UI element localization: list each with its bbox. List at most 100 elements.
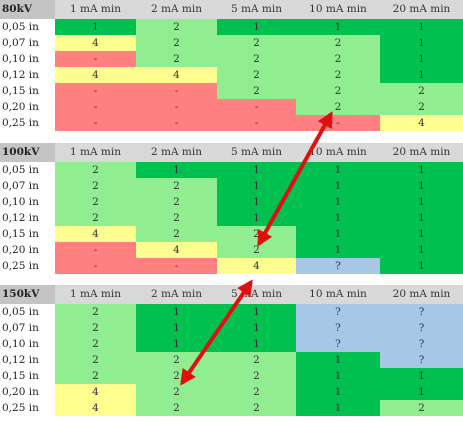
table-cell: 4 — [136, 242, 217, 258]
table-cell: 2 — [217, 242, 296, 258]
table-cell: - — [296, 115, 380, 131]
column-header: 5 mA min — [231, 288, 282, 300]
row-label: 0,05 in — [0, 19, 55, 35]
table-cell: ? — [380, 320, 463, 336]
table-cell: 2 — [380, 83, 463, 99]
table-cell: 2 — [136, 178, 217, 194]
table-cell: 1 — [217, 19, 296, 35]
table-cell: 2 — [217, 35, 296, 51]
table-cell: 1 — [136, 320, 217, 336]
row-label: 0,20 in — [0, 384, 55, 400]
table-cell: 4 — [55, 384, 136, 400]
table-cell: 1 — [380, 258, 463, 274]
column-header: 10 mA min — [309, 288, 367, 300]
table-cell: 4 — [55, 226, 136, 242]
column-header: 20 mA min — [392, 3, 451, 15]
voltage-label: 80kV — [0, 0, 55, 19]
table-cell: - — [55, 99, 136, 115]
table-cell: - — [217, 99, 296, 115]
row-label: 0,25 in — [0, 258, 55, 274]
table-cell: 2 — [136, 226, 217, 242]
voltage-label: 100kV — [0, 143, 55, 162]
table-cell: 1 — [136, 304, 217, 320]
column-header: 1 mA min — [70, 3, 121, 15]
column-header: 1 mA min — [70, 146, 121, 158]
table-cell: 2 — [217, 384, 296, 400]
table-cell: 1 — [380, 19, 463, 35]
table-cell: 1 — [380, 226, 463, 242]
table-cell: 2 — [136, 210, 217, 226]
table-cell: 1 — [380, 384, 463, 400]
column-header: 10 mA min — [309, 146, 367, 158]
table-cell: 4 — [217, 258, 296, 274]
row-label: 0,07 in — [0, 178, 55, 194]
table-row: 0,25 in 4 2 2 1 2 — [0, 400, 463, 416]
row-label: 0,07 in — [0, 35, 55, 51]
row-label: 0,10 in — [0, 336, 55, 352]
row-label: 0,15 in — [0, 83, 55, 99]
table-cell: 4 — [55, 400, 136, 416]
row-label: 0,12 in — [0, 210, 55, 226]
table-cell: 2 — [55, 368, 136, 384]
table-cell: - — [136, 83, 217, 99]
column-header: 1 mA min — [70, 288, 121, 300]
table-150kv: 150kV 1 mA min 2 mA min 5 mA min 10 mA min 20… — [0, 285, 463, 416]
table-row: 0,10 in 2 1 1?? — [0, 336, 463, 352]
table-row: 0,20 in 4 2 2 1 1 — [0, 384, 463, 400]
table-cell: 1 — [380, 178, 463, 194]
table-row: 0,07 in 4 2 2 2 1 — [0, 35, 463, 51]
table-cell: 2 — [296, 51, 380, 67]
table-header: 150kV 1 mA min 2 mA min 5 mA min 10 mA min 20… — [0, 285, 463, 304]
table-cell: - — [55, 115, 136, 131]
table-cell: 2 — [55, 210, 136, 226]
row-label: 0,15 in — [0, 368, 55, 384]
table-cell: 1 — [296, 210, 380, 226]
table-cell: 2 — [136, 352, 217, 368]
table-cell: 2 — [380, 400, 463, 416]
table-cell: ? — [296, 320, 380, 336]
row-label: 0,12 in — [0, 67, 55, 83]
table-row: 0,12 in 2 2 1 1 1 — [0, 210, 463, 226]
table-cell: 1 — [296, 194, 380, 210]
table-cell: ? — [296, 336, 380, 352]
table-cell: 2 — [55, 336, 136, 352]
table-row: 0,05 in 1 2 1 1 1 — [0, 19, 463, 35]
table-cell: 2 — [136, 368, 217, 384]
column-header: 5 mA min — [231, 146, 282, 158]
table-cell: 2 — [217, 368, 296, 384]
table-cell: 2 — [55, 194, 136, 210]
table-row: 0,12 in 4 4 2 2 1 — [0, 67, 463, 83]
table-cell: 1 — [296, 400, 380, 416]
table-cell: 1 — [380, 35, 463, 51]
table-cell: - — [136, 258, 217, 274]
table-80kv: 80kV 1 mA min 2 mA min 5 mA min 10 mA min 20 … — [0, 0, 463, 131]
table-cell: 1 — [217, 162, 296, 178]
table-cell: 2 — [55, 304, 136, 320]
column-header: 20 mA min — [392, 146, 451, 158]
row-label: 0,20 in — [0, 242, 55, 258]
table-row: 0,20 in -4 2 1 1 — [0, 242, 463, 258]
table-cell: ? — [380, 352, 463, 368]
table-row: 0,12 in 2 2 2 1? — [0, 352, 463, 368]
table-cell: 1 — [296, 162, 380, 178]
table-cell: ? — [296, 258, 380, 274]
row-label: 0,07 in — [0, 320, 55, 336]
row-label: 0,25 in — [0, 400, 55, 416]
table-cell: 1 — [136, 336, 217, 352]
table-cell: 2 — [55, 162, 136, 178]
table-cell: 1 — [296, 242, 380, 258]
table-cell: ? — [296, 304, 380, 320]
row-label: 0,05 in — [0, 162, 55, 178]
table-row: 0,25 in - -4? 1 — [0, 258, 463, 274]
table-header: 80kV 1 mA min 2 mA min 5 mA min 10 mA min 20 … — [0, 0, 463, 19]
column-header: 2 mA min — [151, 146, 202, 158]
row-label: 0,10 in — [0, 51, 55, 67]
table-cell: 2 — [55, 352, 136, 368]
table-cell: 1 — [217, 336, 296, 352]
row-label: 0,20 in — [0, 99, 55, 115]
table-cell: 1 — [380, 242, 463, 258]
table-cell: 2 — [136, 384, 217, 400]
table-cell: - — [136, 115, 217, 131]
table-cell: 4 — [55, 35, 136, 51]
table-cell: - — [55, 258, 136, 274]
